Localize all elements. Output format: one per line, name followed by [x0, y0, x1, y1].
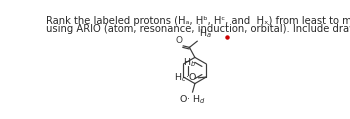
Text: H$_a$: H$_a$	[199, 27, 212, 40]
Text: O: O	[175, 36, 182, 45]
Text: H$_c$·O: H$_c$·O	[174, 72, 197, 84]
Text: H$_b$: H$_b$	[183, 57, 196, 69]
Text: O· H$_d$: O· H$_d$	[179, 94, 206, 106]
Text: using ARIO (atom, resonance, induction, orbital). Include drawings to explain yo: using ARIO (atom, resonance, induction, …	[46, 24, 350, 34]
Text: Rank the labeled protons (Hₐ, Hᵇ, Hᶜ, and  Hₓ) from least to most acidic, justif: Rank the labeled protons (Hₐ, Hᵇ, Hᶜ, an…	[46, 16, 350, 26]
